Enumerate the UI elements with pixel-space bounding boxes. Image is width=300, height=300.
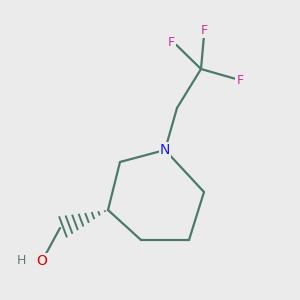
Text: O: O [37,254,47,268]
Text: F: F [236,74,244,88]
Text: H: H [16,254,26,268]
Text: F: F [200,23,208,37]
Text: N: N [160,143,170,157]
Text: F: F [167,35,175,49]
